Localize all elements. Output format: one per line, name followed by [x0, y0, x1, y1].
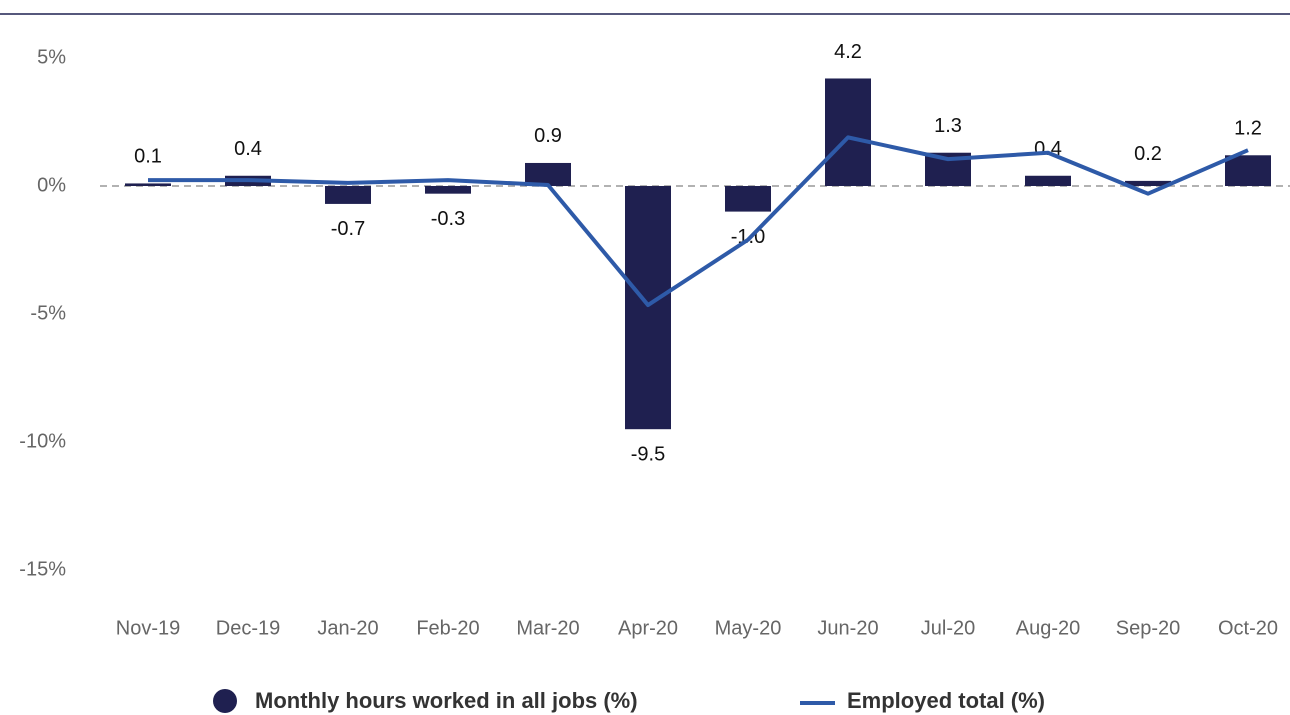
bar: [825, 78, 871, 186]
y-tick-label: -10%: [19, 430, 66, 452]
data-label: 4.2: [834, 41, 862, 63]
legend-marker: [213, 689, 237, 713]
bar: [625, 186, 671, 430]
data-label: -0.3: [431, 208, 465, 230]
bar: [525, 162, 571, 186]
x-tick-label: Oct-20: [1218, 617, 1278, 639]
x-tick-label: Mar-20: [516, 617, 579, 639]
y-tick-label: -5%: [30, 302, 66, 324]
data-label: 0.1: [134, 146, 162, 168]
data-label: 0.4: [234, 138, 262, 160]
bar: [1225, 155, 1271, 186]
data-label: 0.2: [1134, 143, 1162, 165]
data-label: -0.7: [331, 218, 365, 240]
x-tick-label: Sep-20: [1116, 617, 1181, 639]
legend-label: Employed total (%): [847, 688, 1045, 713]
line: [148, 135, 1249, 308]
bar: [1125, 180, 1171, 186]
bar: [725, 186, 771, 212]
x-tick-label: Nov-19: [116, 617, 180, 639]
x-tick-label: Feb-20: [416, 617, 479, 639]
data-label: -9.5: [631, 443, 665, 465]
x-tick-label: May-20: [715, 617, 782, 639]
x-tick-label: Jan-20: [317, 617, 378, 639]
bar: [425, 186, 471, 194]
x-tick-label: Jun-20: [817, 617, 878, 639]
data-label: 1.3: [934, 115, 962, 137]
x-tick-label: Apr-20: [618, 617, 678, 639]
y-tick-label: 5%: [37, 46, 66, 68]
bar: [325, 186, 371, 204]
data-label: 0.9: [534, 125, 562, 147]
y-tick-label: 0%: [37, 174, 66, 196]
bar: [1025, 175, 1071, 186]
y-tick-label: -15%: [19, 558, 66, 580]
data-label: 1.2: [1234, 118, 1262, 140]
x-tick-label: Jul-20: [921, 617, 975, 639]
x-tick-label: Dec-19: [216, 617, 280, 639]
x-tick-label: Aug-20: [1016, 617, 1081, 639]
legend-label: Monthly hours worked in all jobs (%): [255, 688, 638, 713]
bar: [125, 183, 171, 186]
